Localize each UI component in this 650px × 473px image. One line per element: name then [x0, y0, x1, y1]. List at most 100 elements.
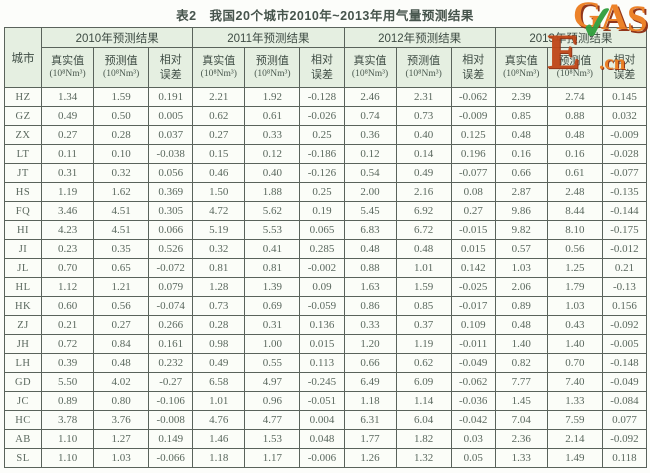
value-cell: -0.144	[601, 201, 648, 221]
value-cell: 0.50	[93, 106, 150, 126]
value-cell: -0.084	[601, 391, 648, 411]
value-cell: 0.03	[450, 429, 496, 449]
value-cell: 0.12	[244, 144, 301, 164]
value-cell: 1.27	[93, 429, 150, 449]
value-cell: 1.00	[244, 334, 301, 354]
col-header-label: 真实值	[353, 55, 387, 68]
value-cell: -0.106	[148, 391, 194, 411]
value-cell: 4.23	[41, 220, 95, 240]
city-cell: ZJ	[3, 315, 43, 335]
value-cell: 5.50	[41, 372, 95, 392]
value-cell: 1.40	[494, 334, 548, 354]
value-cell: 0.37	[395, 315, 452, 335]
value-cell: 1.03	[93, 448, 150, 468]
value-cell: 0.015	[299, 334, 345, 354]
col-header-error: 相对 误差	[299, 47, 345, 88]
value-cell: 7.59	[546, 410, 603, 430]
value-cell: -0.009	[601, 125, 648, 145]
value-cell: -0.025	[450, 277, 496, 297]
value-cell: 0.43	[546, 315, 603, 335]
value-cell: -0.028	[601, 144, 648, 164]
col-header-label: 相对	[613, 54, 636, 67]
table-row: LT 0.11 0.10 -0.038 0.15 0.12 -0.186 0.12 0.14 0.…	[3, 144, 648, 164]
value-cell: 0.73	[395, 106, 452, 126]
col-header-unit: (10⁸Nm³)	[103, 69, 140, 80]
value-cell: 0.66	[494, 163, 548, 183]
value-cell: 0.161	[148, 334, 194, 354]
value-cell: 0.89	[41, 391, 95, 411]
value-cell: -0.13	[601, 277, 648, 297]
value-cell: 1.17	[244, 448, 301, 468]
table-row: ZX 0.27 0.28 0.037 0.27 0.33 0.25 0.36 0.40 0.125…	[3, 125, 648, 145]
col-header-predicted: 预测值 (10⁸Nm³)	[244, 47, 301, 88]
col-header-label: 误差	[310, 68, 333, 81]
city-cell: JT	[3, 163, 43, 183]
value-cell: 0.85	[494, 106, 548, 126]
value-cell: 0.05	[450, 448, 496, 468]
city-cell: AB	[3, 429, 43, 449]
col-header-label: 相对	[159, 54, 182, 67]
value-cell: 0.08	[450, 182, 496, 202]
city-cell: LH	[3, 353, 43, 373]
value-cell: 2.31	[395, 87, 452, 107]
value-cell: 2.48	[546, 182, 603, 202]
city-cell: LT	[3, 144, 43, 164]
table-row: HK 0.60 0.56 -0.074 0.73 0.69 -0.059 0.86 0.85 -0…	[3, 296, 648, 316]
value-cell: 0.61	[546, 163, 603, 183]
value-cell: 6.72	[395, 220, 452, 240]
table-row: GZ 0.49 0.50 0.005 0.62 0.61 -0.026 0.74 0.73 -0.…	[3, 106, 648, 126]
city-column-header: 城市	[3, 27, 43, 88]
table-row: HS 1.19 1.62 0.369 1.50 1.88 0.25 2.00 2.16 0.08 2…	[3, 182, 648, 202]
value-cell: 2.21	[192, 87, 246, 107]
value-cell: 0.28	[192, 315, 246, 335]
city-cell: ZX	[3, 125, 43, 145]
value-cell: 0.41	[244, 239, 301, 259]
value-cell: 0.85	[395, 296, 452, 316]
value-cell: 0.32	[192, 239, 246, 259]
table-row: ZJ 0.21 0.27 0.266 0.28 0.31 0.136 0.33 0.37 0.10…	[3, 315, 648, 335]
value-cell: 0.09	[299, 277, 345, 297]
value-cell: -0.012	[601, 239, 648, 259]
value-cell: 7.04	[494, 410, 548, 430]
col-header-label: 误差	[613, 68, 636, 81]
value-cell: 6.09	[395, 372, 452, 392]
value-cell: 0.40	[395, 125, 452, 145]
value-cell: 0.54	[343, 163, 397, 183]
col-header-label: 真实值	[51, 55, 85, 68]
value-cell: 0.61	[244, 106, 301, 126]
value-cell: 1.50	[192, 182, 246, 202]
value-cell: 9.86	[494, 201, 548, 221]
city-cell: JL	[3, 258, 43, 278]
value-cell: -0.059	[299, 296, 345, 316]
prediction-table: 城市 2010年预测结果 2011年预测结果 2012年预测结果 2013年预测…	[3, 27, 648, 468]
value-cell: 0.015	[450, 239, 496, 259]
value-cell: -0.038	[148, 144, 194, 164]
value-cell: 9.82	[494, 220, 548, 240]
city-cell: SL	[3, 448, 43, 468]
value-cell: -0.077	[450, 163, 496, 183]
col-header-unit: (10⁸Nm³)	[200, 69, 237, 80]
value-cell: 0.065	[299, 220, 345, 240]
value-cell: 0.369	[148, 182, 194, 202]
city-cell: GZ	[3, 106, 43, 126]
value-cell: 0.62	[395, 353, 452, 373]
value-cell: -0.175	[601, 220, 648, 240]
col-header-predicted: 预测值 (10⁸Nm³)	[546, 47, 603, 88]
value-cell: 2.36	[494, 429, 548, 449]
value-cell: 0.48	[395, 239, 452, 259]
value-cell: 0.66	[343, 353, 397, 373]
value-cell: 1.59	[93, 87, 150, 107]
col-header-unit: (10⁸Nm³)	[405, 69, 442, 80]
value-cell: 0.15	[192, 144, 246, 164]
value-cell: 2.87	[494, 182, 548, 202]
value-cell: 0.048	[299, 429, 345, 449]
year-header-row: 城市 2010年预测结果 2011年预测结果 2012年预测结果 2013年预测…	[3, 27, 648, 88]
value-cell: 1.19	[41, 182, 95, 202]
value-cell: 6.92	[395, 201, 452, 221]
value-cell: -0.072	[148, 258, 194, 278]
value-cell: 0.27	[192, 125, 246, 145]
year-group-2011: 2011年预测结果	[192, 27, 345, 48]
value-cell: 2.00	[343, 182, 397, 202]
value-cell: 1.10	[41, 429, 95, 449]
value-cell: 0.70	[41, 258, 95, 278]
